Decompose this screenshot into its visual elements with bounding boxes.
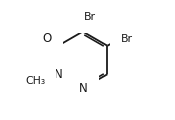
Text: Br: Br xyxy=(121,34,133,44)
Text: N: N xyxy=(54,68,63,81)
Text: N: N xyxy=(78,82,87,95)
Text: CH₃: CH₃ xyxy=(25,76,45,86)
Text: O: O xyxy=(42,32,51,45)
Text: Br: Br xyxy=(84,12,96,22)
